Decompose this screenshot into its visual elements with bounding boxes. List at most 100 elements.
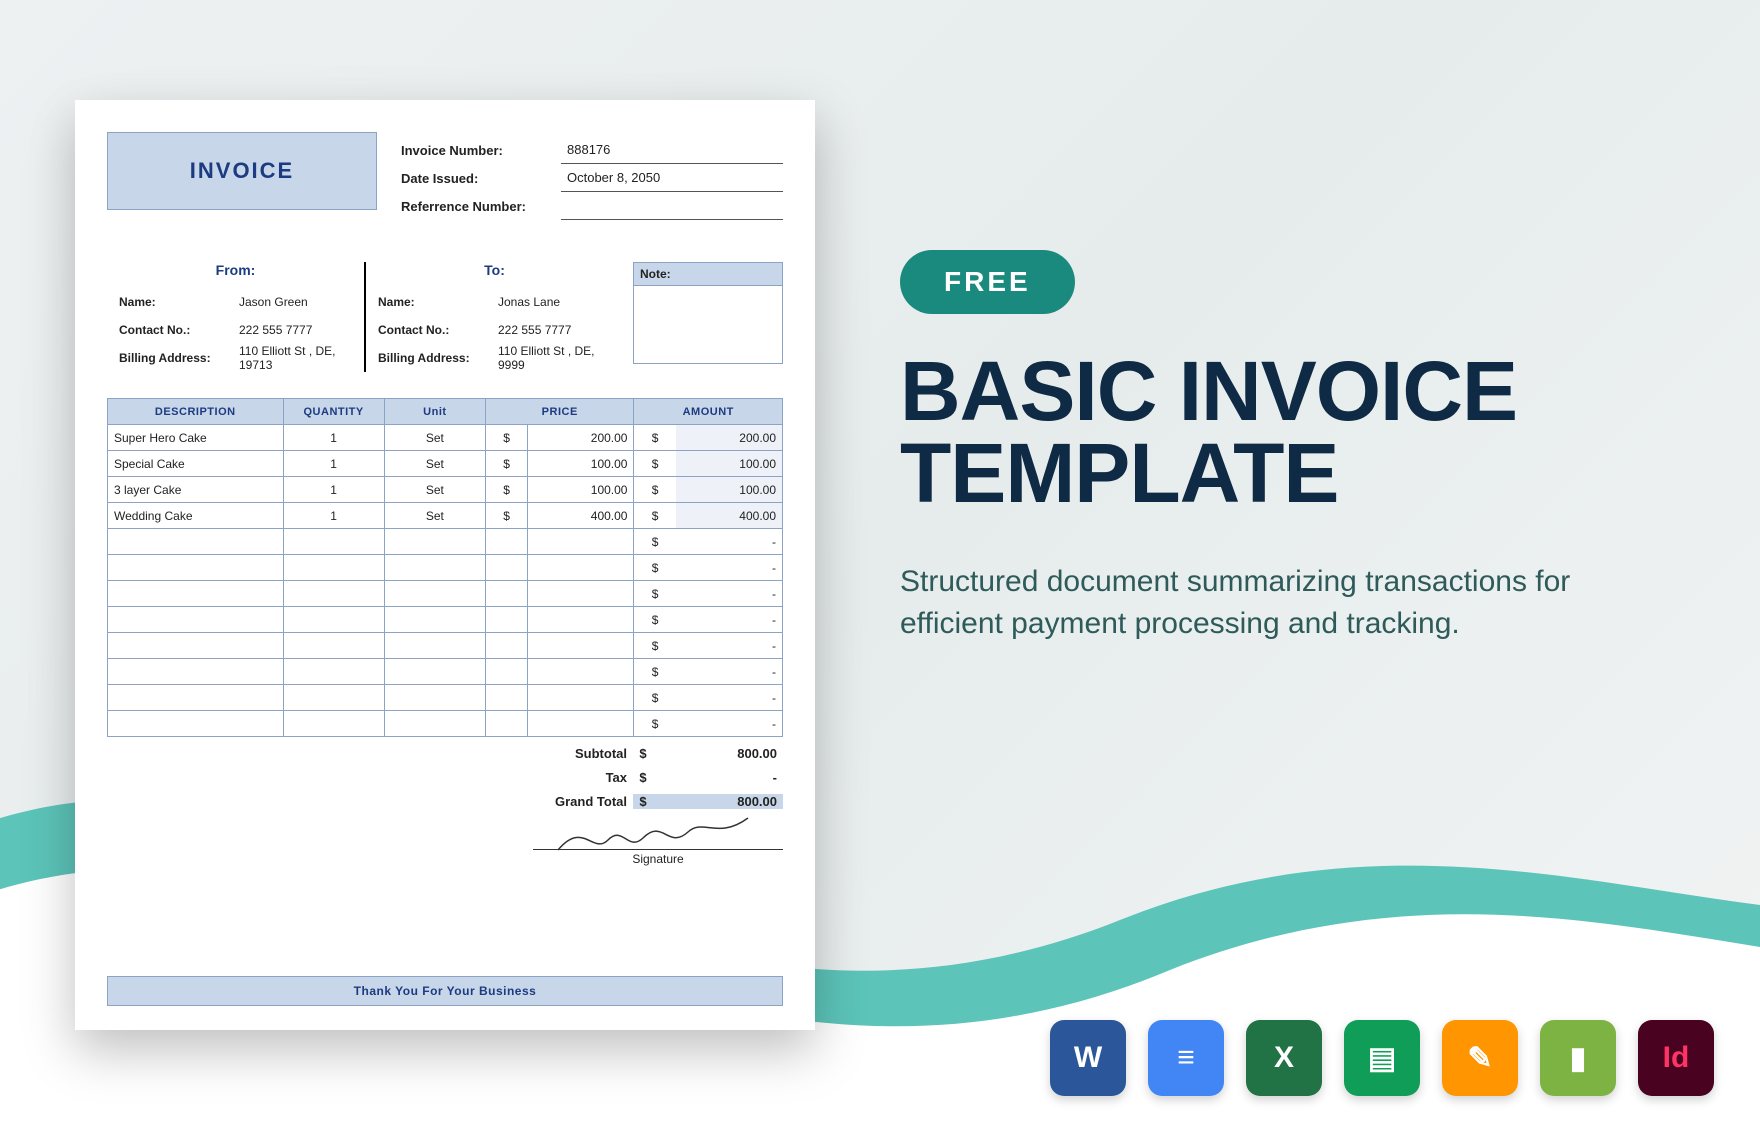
pages-icon[interactable]: ✎ xyxy=(1442,1020,1518,1096)
promo-title-line2: TEMPLATE xyxy=(900,426,1338,520)
cell-description: 3 layer Cake xyxy=(108,477,284,503)
subtotal-value: 800.00 xyxy=(653,746,783,761)
table-row-empty: $- xyxy=(108,711,783,737)
cell-amount: - xyxy=(676,659,783,685)
currency-symbol: $ xyxy=(633,770,653,785)
currency-symbol: $ xyxy=(634,633,676,659)
cell-quantity: 1 xyxy=(283,503,384,529)
note-body xyxy=(633,286,783,364)
cell-unit: Set xyxy=(384,503,485,529)
currency-symbol: $ xyxy=(633,746,653,761)
col-amount: AMOUNT xyxy=(634,399,783,425)
from-contact-value: 222 555 7777 xyxy=(239,323,352,337)
reference-number-label: Referrence Number: xyxy=(401,199,561,214)
currency-symbol: $ xyxy=(486,503,528,529)
cell-description: Wedding Cake xyxy=(108,503,284,529)
currency-symbol: $ xyxy=(633,794,653,809)
cell-quantity: 1 xyxy=(283,477,384,503)
promo-panel: FREE BASIC INVOICE TEMPLATE Structured d… xyxy=(900,250,1680,645)
tax-label: Tax xyxy=(513,770,633,785)
cell-price: 100.00 xyxy=(528,477,634,503)
cell-amount: 400.00 xyxy=(676,503,783,529)
promo-title: BASIC INVOICE TEMPLATE xyxy=(900,350,1680,515)
col-quantity: QUANTITY xyxy=(283,399,384,425)
table-row: Special Cake1Set$100.00$100.00 xyxy=(108,451,783,477)
excel-icon[interactable]: X xyxy=(1246,1020,1322,1096)
grand-total-value: 800.00 xyxy=(653,794,783,809)
tax-value: - xyxy=(653,770,783,785)
cell-description: Super Hero Cake xyxy=(108,425,284,451)
col-unit: Unit xyxy=(384,399,485,425)
currency-symbol: $ xyxy=(486,451,528,477)
promo-description: Structured document summarizing transact… xyxy=(900,561,1620,645)
table-row-empty: $- xyxy=(108,685,783,711)
note-label: Note: xyxy=(633,262,783,286)
cell-amount: - xyxy=(676,607,783,633)
totals-section: Subtotal $ 800.00 Tax $ - Grand Total $ … xyxy=(107,741,783,813)
signature-scribble xyxy=(553,810,753,860)
currency-symbol: $ xyxy=(634,659,676,685)
cell-amount: - xyxy=(676,685,783,711)
date-issued-label: Date Issued: xyxy=(401,171,561,186)
subtotal-label: Subtotal xyxy=(513,746,633,761)
to-party: To: Name:Jonas Lane Contact No.:222 555 … xyxy=(366,262,623,372)
cell-unit: Set xyxy=(384,425,485,451)
parties-section: From: Name:Jason Green Contact No.:222 5… xyxy=(107,262,783,372)
free-pill: FREE xyxy=(900,250,1075,314)
cell-amount: - xyxy=(676,529,783,555)
from-name-value: Jason Green xyxy=(239,295,352,309)
currency-symbol: $ xyxy=(634,529,676,555)
to-name-value: Jonas Lane xyxy=(498,295,611,309)
from-contact-label: Contact No.: xyxy=(119,323,239,337)
table-row-empty: $- xyxy=(108,581,783,607)
items-table: DESCRIPTION QUANTITY Unit PRICE AMOUNT S… xyxy=(107,398,783,737)
currency-symbol: $ xyxy=(486,477,528,503)
to-contact-value: 222 555 7777 xyxy=(498,323,611,337)
from-party: From: Name:Jason Green Contact No.:222 5… xyxy=(107,262,366,372)
invoice-meta: Invoice Number: 888176 Date Issued: Octo… xyxy=(401,136,783,220)
from-name-label: Name: xyxy=(119,295,239,309)
note-box: Note: xyxy=(633,262,783,372)
currency-symbol: $ xyxy=(634,451,676,477)
cell-amount: 100.00 xyxy=(676,451,783,477)
col-price: PRICE xyxy=(486,399,634,425)
currency-symbol: $ xyxy=(634,503,676,529)
reference-number-value xyxy=(561,192,783,220)
cell-price: 400.00 xyxy=(528,503,634,529)
numbers-icon[interactable]: ▮ xyxy=(1540,1020,1616,1096)
app-icons-row: W ≡ X ▤ ✎ ▮ Id xyxy=(1050,1020,1714,1096)
invoice-number-value: 888176 xyxy=(561,136,783,164)
gsheets-icon[interactable]: ▤ xyxy=(1344,1020,1420,1096)
gdocs-icon[interactable]: ≡ xyxy=(1148,1020,1224,1096)
signature-area: Signature xyxy=(107,849,783,866)
from-address-value: 110 Elliott St , DE, 19713 xyxy=(239,344,352,372)
invoice-number-label: Invoice Number: xyxy=(401,143,561,158)
grand-total-label: Grand Total xyxy=(513,794,633,809)
table-row-empty: $- xyxy=(108,607,783,633)
date-issued-value: October 8, 2050 xyxy=(561,164,783,192)
cell-quantity: 1 xyxy=(283,425,384,451)
currency-symbol: $ xyxy=(634,555,676,581)
table-row-empty: $- xyxy=(108,555,783,581)
table-row: Super Hero Cake1Set$200.00$200.00 xyxy=(108,425,783,451)
promo-title-line1: BASIC INVOICE xyxy=(900,344,1517,438)
cell-price: 100.00 xyxy=(528,451,634,477)
table-row: 3 layer Cake1Set$100.00$100.00 xyxy=(108,477,783,503)
to-address-value: 110 Elliott St , DE, 9999 xyxy=(498,344,611,372)
invoice-badge: INVOICE xyxy=(107,132,377,210)
currency-symbol: $ xyxy=(634,607,676,633)
invoice-header: INVOICE Invoice Number: 888176 Date Issu… xyxy=(107,132,783,220)
to-contact-label: Contact No.: xyxy=(378,323,498,337)
invoice-preview: INVOICE Invoice Number: 888176 Date Issu… xyxy=(75,100,815,1030)
table-row: Wedding Cake1Set$400.00$400.00 xyxy=(108,503,783,529)
to-title: To: xyxy=(378,262,611,278)
cell-price: 200.00 xyxy=(528,425,634,451)
cell-unit: Set xyxy=(384,477,485,503)
word-icon[interactable]: W xyxy=(1050,1020,1126,1096)
cell-amount: - xyxy=(676,711,783,737)
table-row-empty: $- xyxy=(108,659,783,685)
cell-amount: - xyxy=(676,581,783,607)
table-row-empty: $- xyxy=(108,633,783,659)
to-name-label: Name: xyxy=(378,295,498,309)
indesign-icon[interactable]: Id xyxy=(1638,1020,1714,1096)
